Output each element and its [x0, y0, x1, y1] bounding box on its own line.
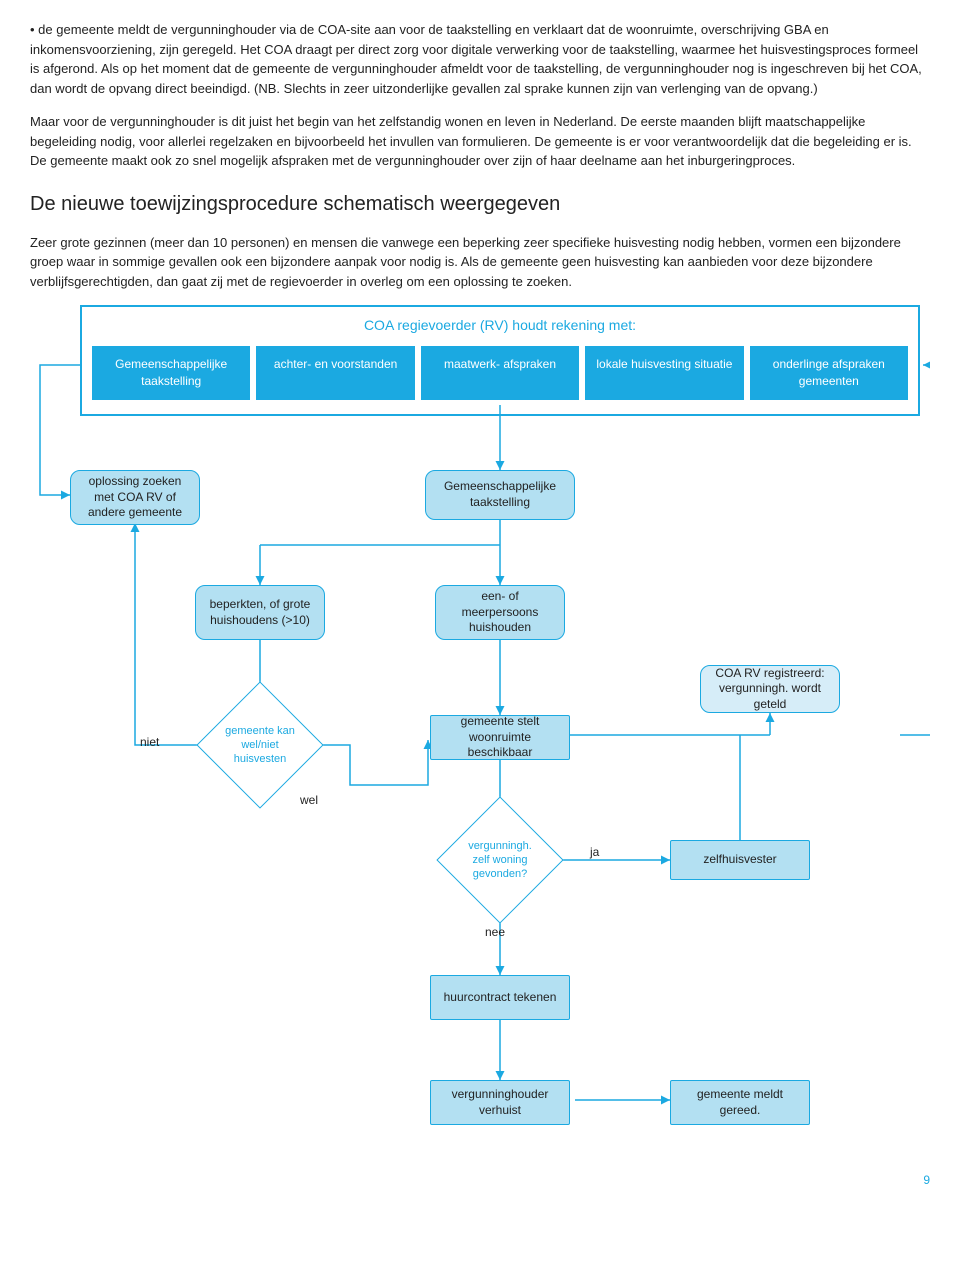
factor-row: Gemeenschappelijke taakstelling achter- …: [92, 346, 908, 400]
node-oplossing: oplossing zoeken met COA RV of andere ge…: [70, 470, 200, 525]
factor-maatwerk: maatwerk- afspraken: [421, 346, 579, 400]
flowchart: COA regievoerder (RV) houdt rekening met…: [30, 305, 930, 1175]
node-eenof: een- of meerpersoons huishouden: [435, 585, 565, 640]
decision-zelf-woning: vergunningh. zelf woning gevonden?: [455, 815, 545, 905]
label-wel: wel: [300, 791, 318, 809]
factor-standen: achter- en voorstanden: [256, 346, 414, 400]
factor-taakstelling: Gemeenschappelijke taakstelling: [92, 346, 250, 400]
label-niet: niet: [140, 733, 159, 751]
node-coa-registreerd: COA RV registreerd: vergunningh. wordt g…: [700, 665, 840, 713]
section-heading: De nieuwe toewijzingsprocedure schematis…: [30, 189, 930, 219]
decision-kan-huisvesten: gemeente kan wel/niet huisvesten: [215, 700, 305, 790]
label-nee: nee: [485, 923, 505, 941]
node-beperkten: beperkten, of grote huishoudens (>10): [195, 585, 325, 640]
bullet-list: de gemeente meldt de vergunninghouder vi…: [30, 20, 930, 98]
node-gemeente-stelt: gemeente stelt woonruimte beschikbaar: [430, 715, 570, 760]
page-number: 9: [923, 1171, 930, 1189]
node-gemeenschappelijke-taakstelling: Gemeenschappelijke taakstelling: [425, 470, 575, 520]
node-huurcontract: huurcontract tekenen: [430, 975, 570, 1020]
node-verhuist: vergunninghouder verhuist: [430, 1080, 570, 1125]
factor-lokale: lokale huisvesting situatie: [585, 346, 743, 400]
factor-onderlinge: onderlinge afspraken gemeenten: [750, 346, 908, 400]
node-gemeente-meldt-gereed: gemeente meldt gereed.: [670, 1080, 810, 1125]
paragraph-2: Zeer grote gezinnen (meer dan 10 persone…: [30, 233, 930, 292]
coa-box-title: COA regievoerder (RV) houdt rekening met…: [92, 315, 908, 336]
bullet-item: de gemeente meldt de vergunninghouder vi…: [30, 20, 930, 98]
paragraph-1: Maar voor de vergunninghouder is dit jui…: [30, 112, 930, 171]
coa-regievoerder-box: COA regievoerder (RV) houdt rekening met…: [80, 305, 920, 416]
label-ja: ja: [590, 843, 599, 861]
node-zelfhuisvester: zelfhuisvester: [670, 840, 810, 880]
